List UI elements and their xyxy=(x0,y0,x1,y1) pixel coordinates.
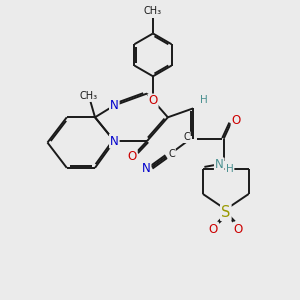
Text: O: O xyxy=(128,150,137,163)
Text: H: H xyxy=(226,164,233,174)
Text: O: O xyxy=(232,114,241,128)
Text: CH₃: CH₃ xyxy=(80,91,98,101)
Text: C: C xyxy=(168,149,175,159)
Text: N: N xyxy=(110,135,119,148)
Text: O: O xyxy=(148,94,158,107)
Text: CH₃: CH₃ xyxy=(144,6,162,16)
Text: N: N xyxy=(110,99,119,112)
Text: N: N xyxy=(142,162,151,175)
Text: O: O xyxy=(209,223,218,236)
Text: H: H xyxy=(200,95,207,105)
Text: O: O xyxy=(234,223,243,236)
Text: S: S xyxy=(221,205,230,220)
Text: N: N xyxy=(215,158,224,171)
Text: C: C xyxy=(183,132,190,142)
